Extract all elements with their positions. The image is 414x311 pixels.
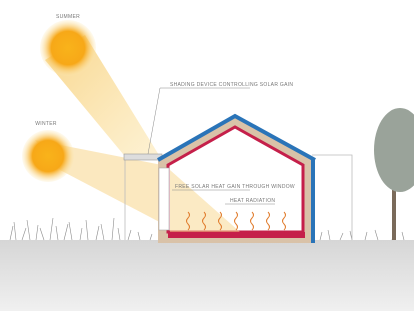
solar-gain-label: FREE SOLAR HEAT GAIN THROUGH WINDOW bbox=[175, 184, 295, 190]
floor bbox=[168, 232, 305, 238]
shading-device bbox=[124, 154, 162, 160]
summer-sun bbox=[40, 20, 96, 76]
summer-label: SUMMER bbox=[56, 14, 80, 20]
shading-label: SHADING DEVICE CONTROLLING SOLAR GAIN bbox=[170, 82, 293, 88]
winter-label: WINTER bbox=[35, 121, 57, 127]
diagram: SUMMER WINTER SHADING DEVICE CONTROLLING… bbox=[0, 0, 414, 311]
ground bbox=[0, 240, 414, 311]
winter-sun bbox=[22, 130, 74, 182]
heat-radiation-label: HEAT RADIATION bbox=[230, 198, 275, 204]
window bbox=[159, 168, 169, 230]
